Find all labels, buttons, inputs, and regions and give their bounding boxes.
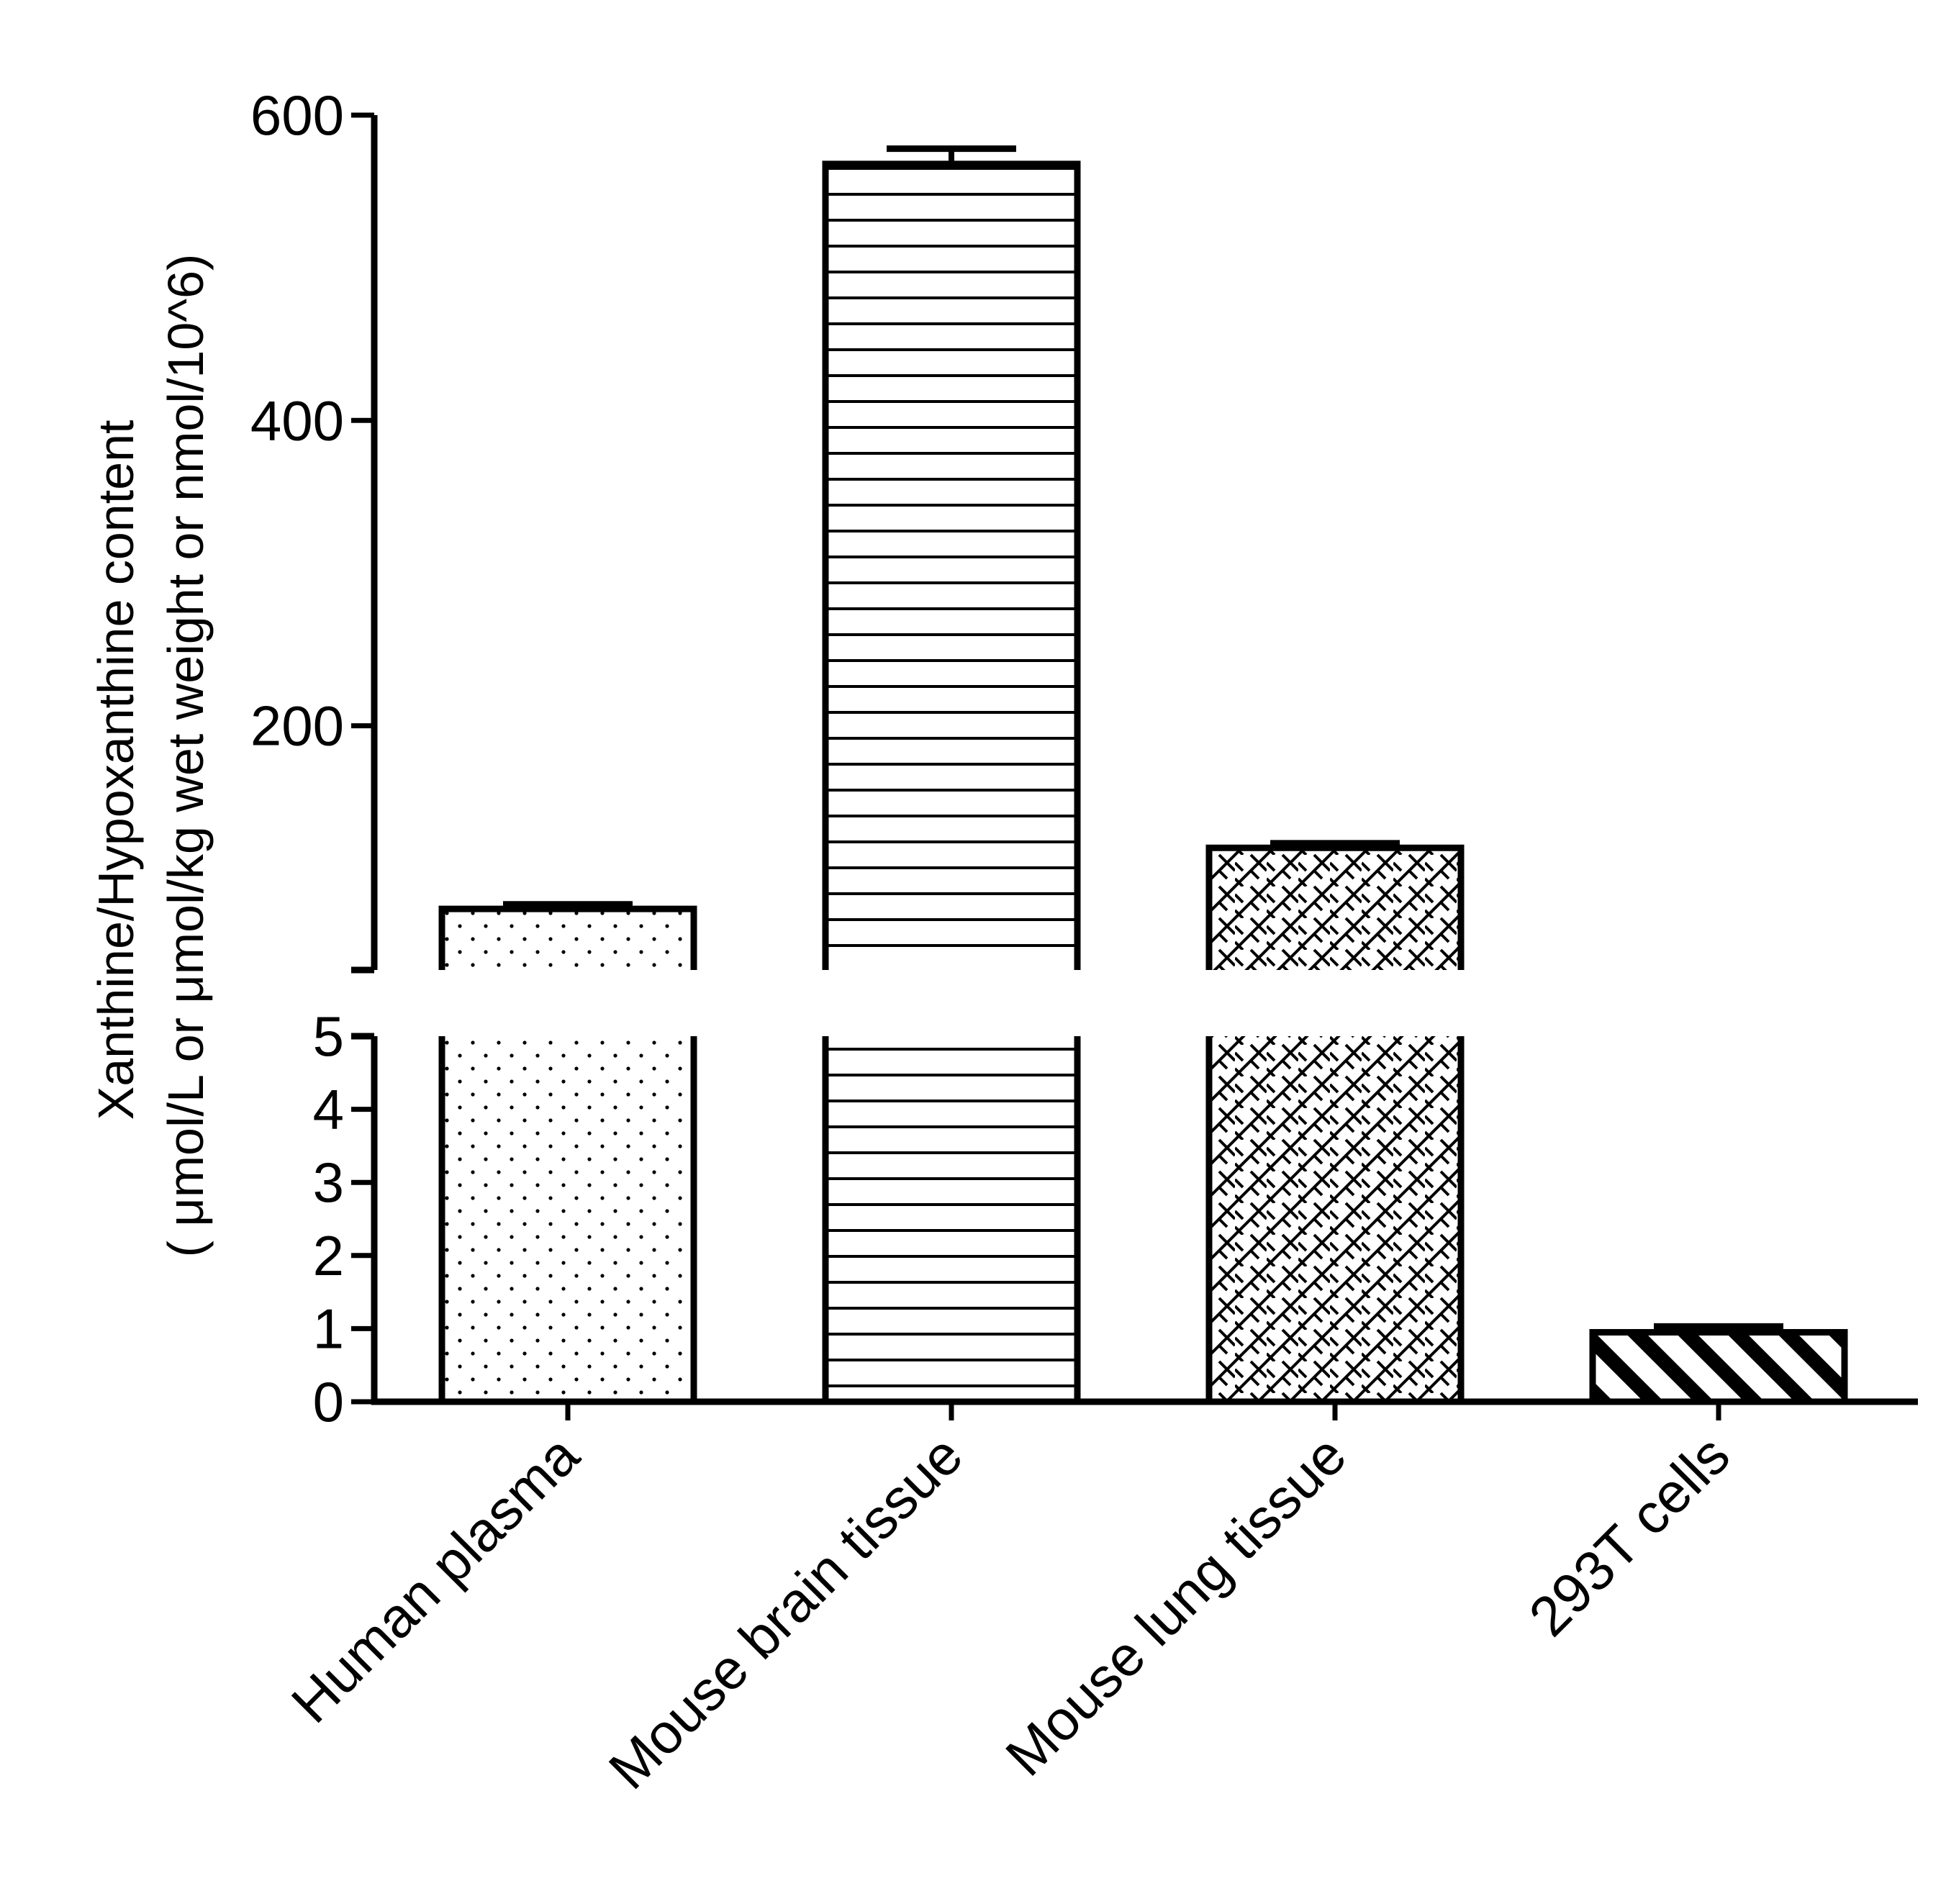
category-label-0: Human plasma: [279, 1423, 592, 1735]
y-tick-label-lower-2: 2: [313, 1224, 344, 1287]
bar-lower-fill-1: [825, 1036, 1077, 1402]
bars: [438, 145, 1848, 1420]
bar-upper-fill-1: [825, 163, 1077, 970]
y-tick-label-lower-3: 3: [313, 1151, 344, 1214]
bar-upper-outline-2: [1205, 844, 1465, 970]
y-tick-label-lower-4: 4: [313, 1078, 344, 1141]
y-tick-label-upper-1: 400: [250, 389, 344, 452]
bar-1: [822, 145, 1081, 1420]
category-label-1: Mouse brain tissue: [597, 1423, 974, 1801]
bar-lower-fill-2: [1209, 1036, 1461, 1402]
bar-3: [1589, 1323, 1848, 1420]
y-axis-title: Xanthine/Hypoxanthine content ( μmol/L o…: [88, 254, 214, 1258]
y-axis-title-line1: Xanthine/Hypoxanthine content: [88, 420, 144, 1120]
y-axis-title-line2: ( μmol/L or μmol/kg wet weight or nmol/1…: [158, 254, 214, 1258]
bar-upper-fill-0: [442, 909, 694, 970]
y-tick-label-lower-1: 1: [313, 1297, 344, 1360]
bar-0: [438, 901, 697, 1420]
y-tick-label-lower-5: 5: [313, 1005, 344, 1068]
bar-upper-outline-1: [822, 160, 1081, 970]
y-tick-label-lower-0: 0: [313, 1370, 344, 1433]
bar-fill-3: [1589, 1328, 1848, 1405]
y-tick-label-upper-2: 600: [250, 83, 344, 147]
category-label-3: 293T cells: [1516, 1423, 1742, 1649]
category-labels: Human plasma Mouse brain tissue Mouse lung…: [279, 1423, 1742, 1801]
y-tick-label-upper-0: 200: [250, 694, 344, 758]
bar-2: [1205, 840, 1465, 1420]
bar-upper-fill-2: [1209, 848, 1461, 970]
bar-lower-fill-0: [442, 1036, 694, 1402]
category-label-2: Mouse lung tissue: [993, 1423, 1358, 1788]
